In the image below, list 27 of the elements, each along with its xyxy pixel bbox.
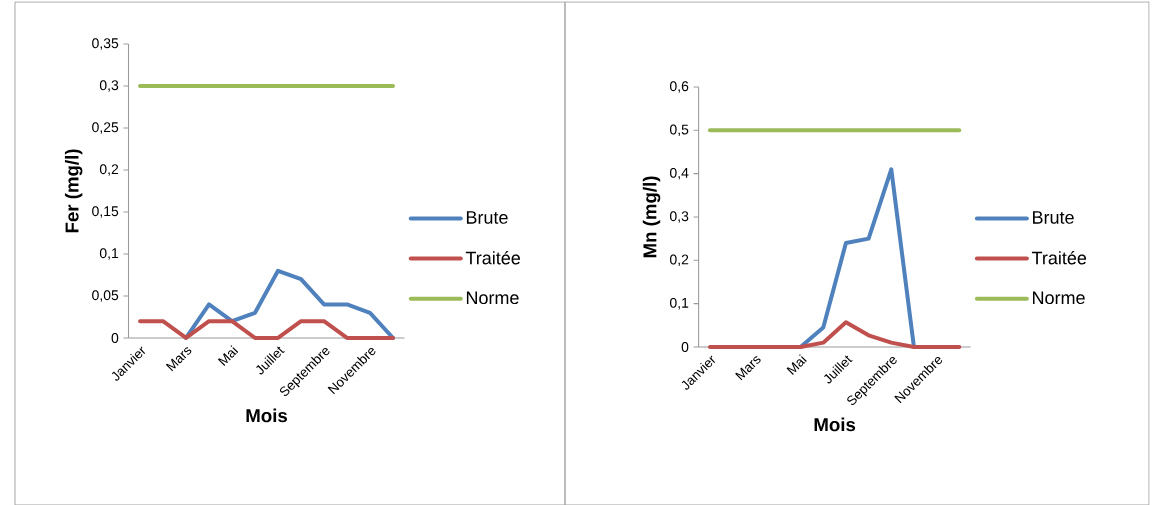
legend-label: Traitée	[465, 250, 521, 265]
y-tick-label: 0,3	[669, 211, 689, 223]
x-axis-title: Mois	[814, 417, 856, 432]
y-tick-label: 0,1	[99, 248, 119, 260]
y-tick-label: 0,6	[669, 81, 689, 93]
y-tick-label: 0,3	[99, 80, 119, 92]
y-tick-label: 0,5	[669, 124, 689, 137]
legend-label: Traitée	[1031, 250, 1087, 265]
x-tick-label: Mai	[786, 354, 807, 375]
legend-label: Brute	[1033, 211, 1074, 224]
y-tick-label: 0,05	[92, 290, 119, 302]
legend-label: Norme	[1033, 291, 1085, 305]
y-tick-label: 0,35	[92, 38, 119, 50]
y-axis-title: Mn (mg/l)	[642, 176, 661, 258]
y-axis-title: Fer (mg/l)	[64, 149, 83, 233]
y-tick-label: 0,2	[99, 164, 119, 176]
y-tick-label: 0,4	[669, 167, 689, 180]
y-tick-label: 0,2	[669, 254, 689, 267]
y-tick-label: 0	[111, 333, 119, 343]
y-tick-label: 0,25	[92, 122, 119, 134]
y-tick-label: 0,15	[92, 206, 119, 218]
legend-label: Norme	[466, 291, 519, 305]
legend-label: Brute	[466, 211, 508, 224]
y-tick-label: 0	[681, 342, 689, 352]
x-axis-title: Mois	[246, 408, 288, 423]
x-tick-label: Mai	[217, 345, 239, 366]
y-tick-label: 0,1	[669, 297, 689, 310]
